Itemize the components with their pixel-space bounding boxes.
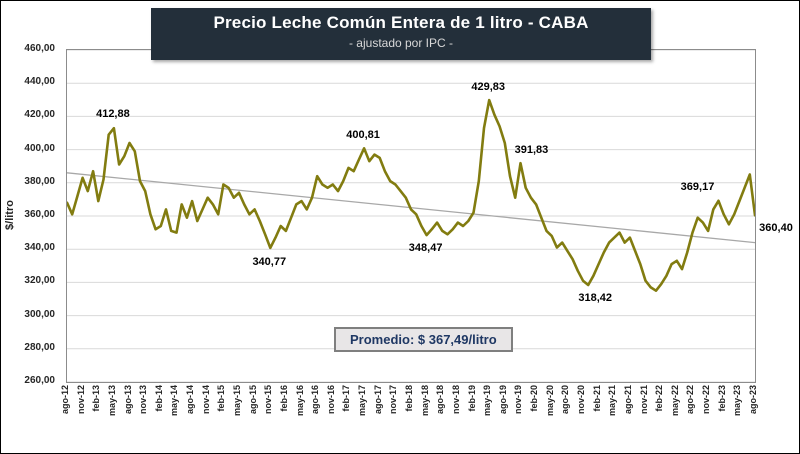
x-tick-label: may-17 [357, 385, 368, 417]
x-tick-label: may-22 [669, 385, 680, 417]
x-tick-label: ago-13 [122, 385, 133, 415]
chart-title-box: Precio Leche Común Entera de 1 litro - C… [151, 8, 651, 60]
x-tick-label: ago-18 [435, 385, 446, 415]
x-tick-label: ago-20 [560, 385, 571, 415]
x-tick-label: nov-13 [138, 385, 149, 415]
x-tick-label: feb-21 [591, 385, 602, 412]
x-axis-tick-labels: ago-12 nov-12 feb-13 may-13 ago-13 nov-13 feb-… [60, 385, 766, 451]
x-tick-label: nov-20 [576, 385, 586, 415]
y-tick-label: 380,00 [24, 175, 55, 187]
x-tick-label: nov-16 [325, 385, 336, 415]
x-tick-label: ago-16 [310, 385, 321, 415]
x-tick-label: may-20 [544, 385, 555, 417]
x-tick-label: feb-15 [216, 385, 227, 412]
x-tick-label: feb-16 [278, 385, 289, 412]
x-tick-label: feb-14 [153, 385, 164, 412]
x-tick-label: may-14 [169, 385, 180, 417]
x-tick-label: nov-21 [638, 385, 649, 415]
x-tick-label: may-21 [607, 385, 618, 417]
x-tick-label: nov-12 [75, 385, 86, 415]
x-tick-label: feb-20 [529, 385, 540, 412]
y-tick-label: 280,00 [24, 341, 55, 353]
x-tick-label: may-19 [482, 385, 493, 417]
chart-canvas [67, 50, 755, 382]
x-tick-label: may-13 [106, 385, 117, 417]
x-tick-label: ago-22 [685, 385, 696, 415]
x-tick-label: ago-15 [247, 385, 258, 415]
x-tick-label: feb-19 [466, 385, 477, 412]
y-tick-label: 260,00 [24, 375, 55, 386]
data-label: 360,40 [759, 222, 793, 235]
x-tick-label: nov-15 [263, 385, 274, 415]
x-tick-label: ago-14 [185, 385, 196, 415]
x-tick-label: may-23 [732, 385, 743, 417]
x-tick-label: nov-14 [200, 385, 211, 415]
y-tick-label: 460,00 [24, 43, 55, 54]
x-tick-label: ago-19 [497, 385, 508, 415]
x-tick-label: may-18 [419, 385, 430, 417]
x-tick-label: feb-23 [716, 385, 727, 412]
y-tick-label: 320,00 [24, 275, 55, 287]
x-tick-label: feb-17 [341, 385, 352, 412]
chart-title: Precio Leche Común Entera de 1 litro - C… [213, 13, 589, 32]
y-tick-label: 440,00 [24, 76, 55, 88]
x-tick-label: ago-21 [622, 385, 633, 415]
x-tick-label: nov-17 [388, 385, 399, 415]
average-box: Promedio: $ 367,49/litro [334, 327, 513, 352]
x-tick-label: feb-13 [91, 385, 102, 412]
y-tick-label: 400,00 [24, 142, 55, 154]
x-tick-label: may-16 [294, 385, 305, 417]
y-tick-label: 360,00 [24, 209, 55, 220]
y-axis-tick-labels: 460,00 440,00 420,00 400,00 380,00 360,00 340,… [9, 43, 61, 386]
x-tick-label: nov-19 [513, 385, 524, 415]
x-tick-label: ago-12 [60, 385, 70, 415]
x-tick-label: ago-23 [748, 385, 758, 415]
y-tick-label: 300,00 [24, 308, 55, 320]
price-line [67, 98, 755, 292]
y-tick-label: 340,00 [24, 242, 55, 254]
y-tick-label: 420,00 [24, 109, 55, 121]
x-tick-label: ago-17 [372, 385, 383, 415]
x-tick-label: feb-22 [654, 385, 665, 412]
chart-subtitle: - ajustado por IPC - [348, 36, 454, 50]
x-tick-label: nov-22 [701, 385, 712, 415]
x-tick-label: may-15 [232, 385, 242, 417]
x-tick-label: feb-18 [404, 385, 414, 412]
x-tick-label: nov-18 [450, 385, 461, 415]
